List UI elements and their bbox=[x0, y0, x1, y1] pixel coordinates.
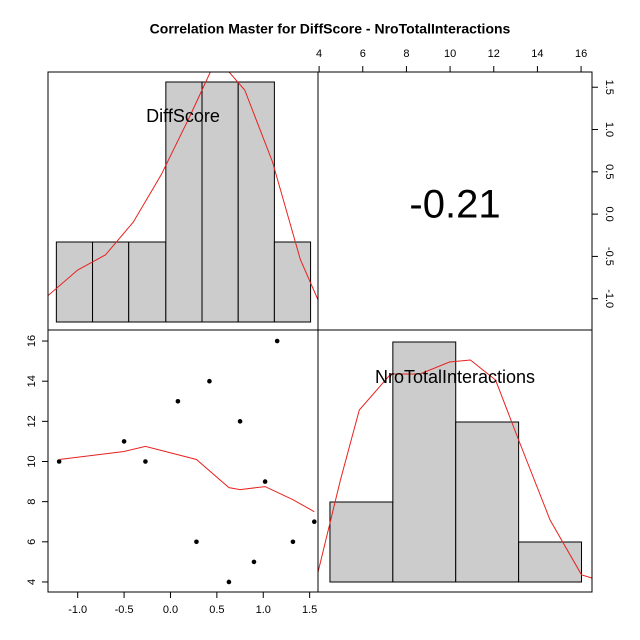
right-tick-label: -1.0 bbox=[603, 289, 615, 308]
scatter-point bbox=[290, 539, 296, 545]
scatter-point bbox=[175, 398, 181, 404]
scatter-point bbox=[226, 579, 232, 585]
y-tick-label: 12 bbox=[26, 415, 38, 427]
top-tick-label: 6 bbox=[360, 48, 366, 60]
variable-label: DiffScore bbox=[146, 106, 220, 126]
scatter-point bbox=[121, 439, 127, 444]
top-tick-label: 10 bbox=[444, 48, 456, 60]
hist-bar bbox=[455, 421, 520, 583]
hist-bar bbox=[201, 81, 239, 323]
x-tick-label: 0.0 bbox=[163, 604, 178, 616]
correlation-value: -0.21 bbox=[409, 183, 500, 227]
x-tick-label: 1.0 bbox=[256, 604, 271, 616]
panel-frame bbox=[317, 329, 593, 593]
scatter-point bbox=[56, 459, 62, 464]
density-curve bbox=[318, 359, 592, 579]
hist-bar bbox=[128, 241, 167, 323]
y-tick-label: 10 bbox=[26, 455, 38, 467]
x-tick-label: -1.0 bbox=[68, 604, 87, 616]
scatter-point bbox=[251, 559, 257, 565]
top-tick-label: 4 bbox=[316, 48, 322, 60]
density-curve bbox=[48, 72, 318, 302]
y-tick-label: 16 bbox=[26, 335, 38, 347]
histogram bbox=[48, 72, 318, 323]
x-tick-label: 1.5 bbox=[302, 604, 317, 616]
scatter-point bbox=[274, 338, 280, 344]
right-tick-label: 0.0 bbox=[603, 206, 615, 221]
hist-bar bbox=[55, 241, 94, 323]
scatter-point bbox=[311, 519, 317, 525]
top-tick-label: 16 bbox=[575, 48, 587, 60]
y-tick-label: 4 bbox=[26, 579, 38, 585]
top-tick-label: 8 bbox=[403, 48, 409, 60]
hist-bar bbox=[518, 541, 583, 583]
scatter-point bbox=[194, 539, 199, 545]
scatter-point bbox=[207, 378, 212, 384]
hist-bar bbox=[92, 241, 130, 323]
right-tick-label: 1.0 bbox=[603, 122, 615, 137]
hist-bar bbox=[165, 81, 203, 323]
top-tick-label: 12 bbox=[488, 48, 500, 60]
smooth-line bbox=[59, 445, 315, 513]
hist-bar bbox=[273, 241, 312, 323]
scatter-point bbox=[143, 459, 148, 464]
x-tick-label: -0.5 bbox=[115, 604, 134, 616]
chart-title: Correlation Master for DiffScore - NroTo… bbox=[150, 21, 511, 37]
scatter-point bbox=[237, 419, 243, 424]
right-tick-label: 1.5 bbox=[603, 80, 615, 95]
top-tick-label: 14 bbox=[531, 48, 543, 60]
y-tick-label: 14 bbox=[26, 375, 38, 387]
histogram bbox=[318, 341, 592, 583]
right-tick-label: 0.5 bbox=[603, 164, 615, 179]
x-tick-label: 0.5 bbox=[209, 604, 224, 616]
hist-bar bbox=[329, 501, 394, 583]
hist-bar bbox=[237, 81, 275, 323]
y-tick-label: 8 bbox=[26, 499, 38, 505]
y-tick-label: 6 bbox=[26, 539, 38, 545]
right-tick-label: -0.5 bbox=[603, 247, 615, 266]
panel-frame bbox=[47, 329, 319, 593]
scatter-point bbox=[262, 479, 268, 484]
variable-label: NroTotalInteractions bbox=[375, 367, 535, 387]
